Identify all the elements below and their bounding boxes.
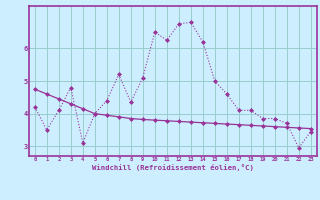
- X-axis label: Windchill (Refroidissement éolien,°C): Windchill (Refroidissement éolien,°C): [92, 164, 254, 171]
